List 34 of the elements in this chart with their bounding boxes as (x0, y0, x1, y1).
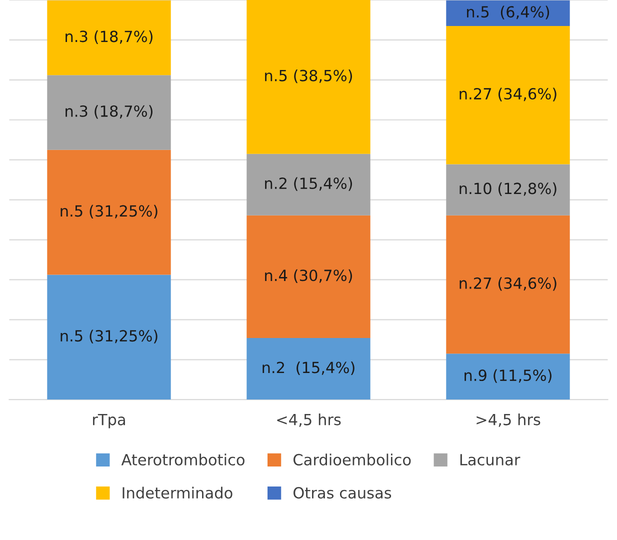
data-label: n.3 (18,7%) (66, 105, 152, 119)
bar (47, 274, 171, 400)
data-label: n.5 (6,4%) (467, 6, 550, 20)
bar (246, 338, 370, 400)
legend-label: Cardioembolico (294, 454, 411, 466)
bar (446, 26, 570, 164)
bar (246, 215, 370, 338)
bar (446, 0, 570, 26)
bar (246, 0, 370, 154)
data-label: n.27 (34,6%) (460, 277, 556, 291)
data-label: n.10 (12,8%) (460, 182, 556, 196)
bar (47, 0, 171, 76)
bar (446, 215, 570, 354)
x-tick-label: rTpa (93, 414, 125, 428)
bar (446, 164, 570, 216)
legend-label: Otras causas (294, 487, 392, 499)
data-label: n.5 (31,25%) (60, 330, 158, 344)
x-tick-label: <4,5 hrs (277, 413, 341, 427)
data-label: n.2 (15,4%) (262, 361, 354, 376)
bar (47, 75, 171, 150)
bar (246, 154, 370, 216)
legend-label: Aterotrombotico (121, 454, 244, 466)
legend-label: Lacunar (460, 454, 520, 466)
x-tick-label: >4,5 hrs (476, 413, 540, 427)
data-label: n.27 (34,6%) (460, 88, 556, 102)
bar (47, 150, 171, 275)
data-label: n.5 (38,5%) (265, 70, 352, 84)
data-label: n.2 (15,4%) (265, 177, 352, 191)
data-label: n.3 (18,7%) (66, 30, 152, 44)
data-label: n.4 (30,7%) (265, 269, 352, 283)
legend-label: Indeterminado (122, 486, 232, 499)
data-label: n.9 (11,5%) (464, 369, 552, 383)
bar (446, 354, 570, 400)
data-label: n.5 (31,25%) (60, 204, 158, 219)
